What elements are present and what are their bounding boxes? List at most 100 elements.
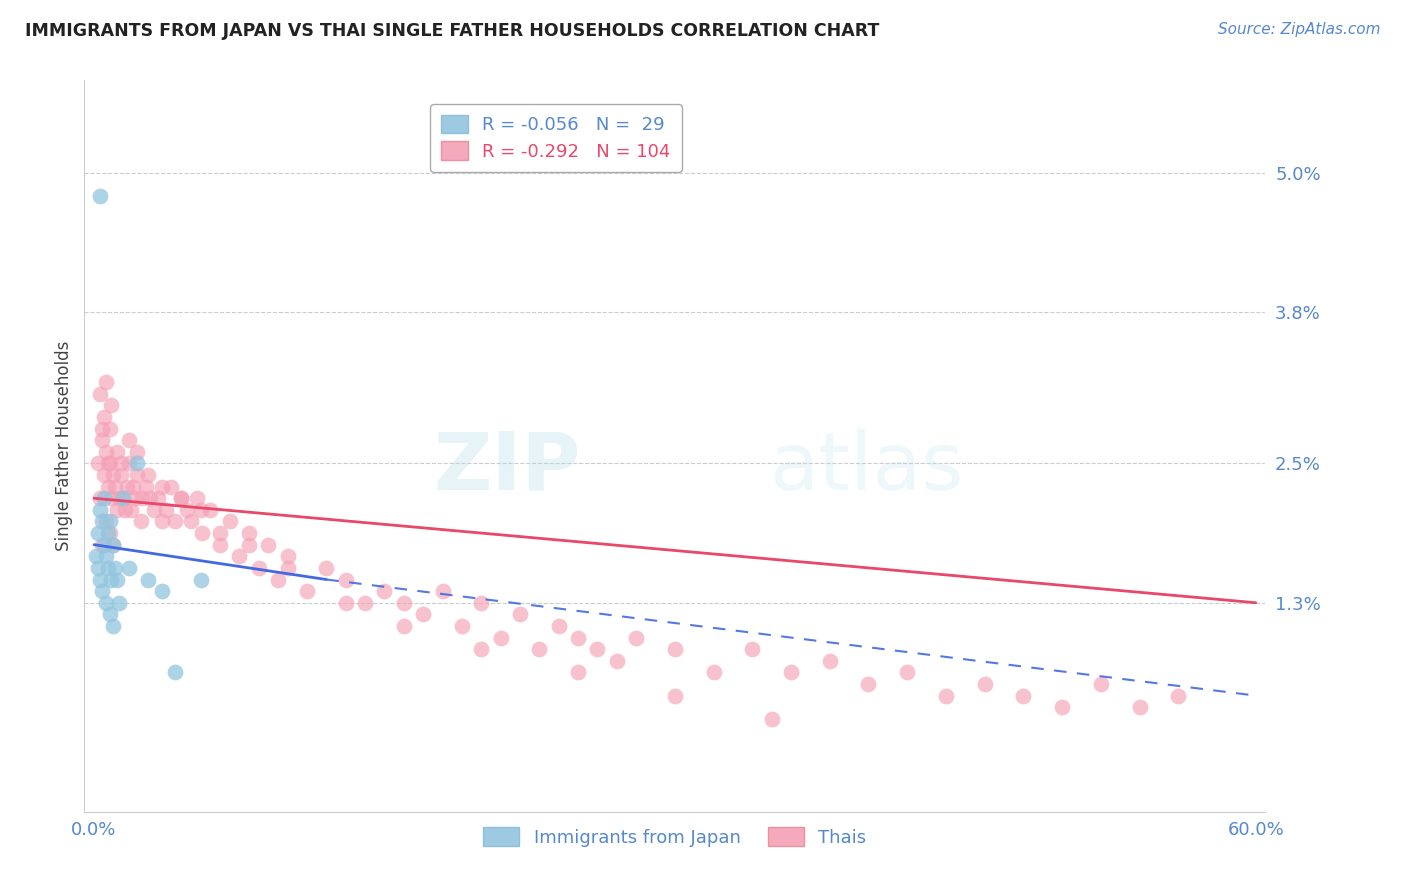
Point bbox=[335, 573, 357, 587]
Point bbox=[489, 631, 512, 645]
Point bbox=[131, 491, 153, 506]
Point bbox=[98, 515, 121, 529]
Point bbox=[118, 561, 141, 575]
Point bbox=[392, 596, 415, 610]
Point bbox=[110, 468, 132, 483]
Point bbox=[98, 457, 121, 471]
Point bbox=[89, 491, 111, 506]
Point bbox=[1128, 700, 1150, 714]
Point bbox=[108, 491, 131, 506]
Point bbox=[97, 480, 120, 494]
Point bbox=[87, 457, 110, 471]
Point bbox=[115, 480, 138, 494]
Point bbox=[93, 491, 115, 506]
Point bbox=[238, 526, 260, 541]
Point bbox=[89, 573, 111, 587]
Point bbox=[100, 573, 122, 587]
Point bbox=[295, 584, 318, 599]
Point bbox=[277, 549, 299, 564]
Point bbox=[190, 573, 212, 587]
Point bbox=[509, 607, 531, 622]
Point bbox=[98, 607, 121, 622]
Point bbox=[247, 561, 270, 575]
Point bbox=[315, 561, 337, 575]
Point bbox=[97, 561, 120, 575]
Point bbox=[90, 433, 112, 447]
Point bbox=[150, 515, 173, 529]
Point bbox=[94, 445, 117, 459]
Point bbox=[110, 457, 132, 471]
Point bbox=[547, 619, 569, 633]
Point bbox=[124, 491, 146, 506]
Point bbox=[146, 491, 169, 506]
Point bbox=[567, 665, 589, 680]
Point bbox=[703, 665, 725, 680]
Point bbox=[529, 642, 551, 657]
Point bbox=[208, 526, 231, 541]
Point bbox=[170, 491, 193, 506]
Point bbox=[93, 538, 115, 552]
Point bbox=[90, 584, 112, 599]
Point bbox=[150, 584, 173, 599]
Point bbox=[470, 642, 492, 657]
Point bbox=[176, 503, 198, 517]
Point bbox=[191, 526, 214, 541]
Text: atlas: atlas bbox=[769, 429, 963, 507]
Point bbox=[94, 515, 117, 529]
Point bbox=[190, 503, 212, 517]
Point bbox=[238, 538, 260, 552]
Point bbox=[103, 619, 125, 633]
Point bbox=[624, 631, 647, 645]
Point bbox=[112, 491, 135, 506]
Point bbox=[606, 654, 628, 668]
Point bbox=[125, 445, 148, 459]
Point bbox=[121, 480, 143, 494]
Point bbox=[104, 480, 127, 494]
Point bbox=[935, 689, 957, 703]
Point bbox=[896, 665, 918, 680]
Point bbox=[108, 596, 131, 610]
Point bbox=[97, 526, 120, 541]
Point bbox=[218, 515, 240, 529]
Point bbox=[103, 538, 125, 552]
Point bbox=[84, 549, 107, 564]
Point bbox=[90, 421, 112, 435]
Point bbox=[180, 515, 202, 529]
Point bbox=[165, 665, 187, 680]
Point bbox=[186, 491, 208, 506]
Point bbox=[100, 398, 122, 412]
Point bbox=[129, 515, 152, 529]
Point bbox=[118, 457, 141, 471]
Point bbox=[973, 677, 995, 691]
Point bbox=[103, 538, 125, 552]
Point bbox=[94, 549, 117, 564]
Point bbox=[392, 619, 415, 633]
Point bbox=[228, 549, 250, 564]
Point bbox=[136, 468, 159, 483]
Point bbox=[94, 375, 117, 389]
Point bbox=[89, 189, 111, 203]
Point bbox=[118, 433, 141, 447]
Point bbox=[257, 538, 280, 552]
Point bbox=[112, 491, 135, 506]
Point bbox=[165, 515, 187, 529]
Point bbox=[105, 503, 128, 517]
Point bbox=[87, 561, 110, 575]
Point bbox=[90, 515, 112, 529]
Point bbox=[135, 480, 157, 494]
Point bbox=[451, 619, 474, 633]
Text: ZIP: ZIP bbox=[433, 429, 581, 507]
Point bbox=[1050, 700, 1073, 714]
Point bbox=[432, 584, 454, 599]
Point bbox=[136, 573, 159, 587]
Point bbox=[664, 642, 686, 657]
Point bbox=[89, 503, 111, 517]
Point bbox=[277, 561, 299, 575]
Point bbox=[858, 677, 880, 691]
Point bbox=[664, 689, 686, 703]
Point bbox=[89, 386, 111, 401]
Point bbox=[90, 538, 112, 552]
Point bbox=[586, 642, 609, 657]
Point bbox=[412, 607, 434, 622]
Point bbox=[93, 409, 115, 424]
